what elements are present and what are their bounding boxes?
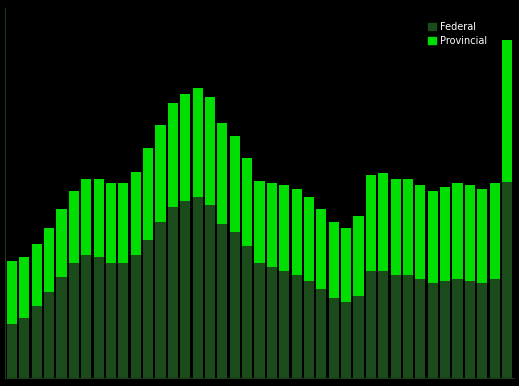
Bar [131, 171, 141, 256]
Bar [502, 40, 512, 183]
Bar [477, 283, 487, 378]
Bar [477, 189, 487, 283]
Bar [69, 263, 79, 378]
Bar [44, 293, 54, 378]
Bar [230, 232, 240, 378]
Bar [329, 298, 339, 378]
Bar [230, 136, 240, 232]
Bar [57, 277, 66, 378]
Bar [57, 208, 66, 277]
Bar [32, 244, 42, 306]
Bar [353, 296, 364, 378]
Bar [403, 275, 413, 378]
Bar [242, 158, 252, 245]
Bar [19, 257, 30, 318]
Bar [81, 256, 91, 378]
Bar [254, 181, 265, 263]
Bar [502, 183, 512, 378]
Bar [267, 267, 277, 378]
Bar [32, 306, 42, 378]
Bar [267, 183, 277, 267]
Bar [465, 281, 475, 378]
Bar [465, 185, 475, 281]
Bar [44, 228, 54, 293]
Bar [415, 185, 426, 279]
Bar [304, 197, 314, 281]
Bar [254, 263, 265, 378]
Bar [131, 256, 141, 378]
Bar [316, 208, 326, 289]
Bar [304, 281, 314, 378]
Bar [217, 224, 227, 378]
Bar [428, 191, 438, 283]
Bar [378, 271, 388, 378]
Bar [428, 283, 438, 378]
Bar [118, 183, 128, 263]
Bar [81, 179, 91, 256]
Bar [193, 197, 203, 378]
Bar [341, 228, 351, 302]
Bar [69, 191, 79, 263]
Bar [106, 263, 116, 378]
Bar [292, 189, 302, 275]
Bar [378, 173, 388, 271]
Bar [366, 271, 376, 378]
Bar [489, 183, 500, 279]
Bar [143, 240, 153, 378]
Legend: Federal, Provincial: Federal, Provincial [426, 20, 488, 48]
Bar [403, 179, 413, 275]
Bar [93, 257, 104, 378]
Bar [155, 125, 166, 222]
Bar [279, 271, 289, 378]
Bar [341, 302, 351, 378]
Bar [217, 123, 227, 224]
Bar [292, 275, 302, 378]
Bar [168, 207, 178, 378]
Bar [106, 183, 116, 263]
Bar [193, 88, 203, 197]
Bar [279, 185, 289, 271]
Bar [415, 279, 426, 378]
Bar [440, 187, 450, 281]
Bar [19, 318, 30, 378]
Bar [7, 324, 17, 378]
Bar [242, 245, 252, 378]
Bar [180, 201, 190, 378]
Bar [440, 281, 450, 378]
Bar [366, 176, 376, 271]
Bar [489, 279, 500, 378]
Bar [205, 205, 215, 378]
Bar [143, 148, 153, 240]
Bar [180, 93, 190, 201]
Bar [118, 263, 128, 378]
Bar [391, 179, 401, 275]
Bar [168, 103, 178, 207]
Bar [391, 275, 401, 378]
Bar [329, 222, 339, 298]
Bar [7, 261, 17, 324]
Bar [316, 289, 326, 378]
Bar [155, 222, 166, 378]
Bar [453, 279, 462, 378]
Bar [205, 97, 215, 205]
Bar [353, 217, 364, 296]
Bar [93, 179, 104, 257]
Bar [453, 183, 462, 279]
